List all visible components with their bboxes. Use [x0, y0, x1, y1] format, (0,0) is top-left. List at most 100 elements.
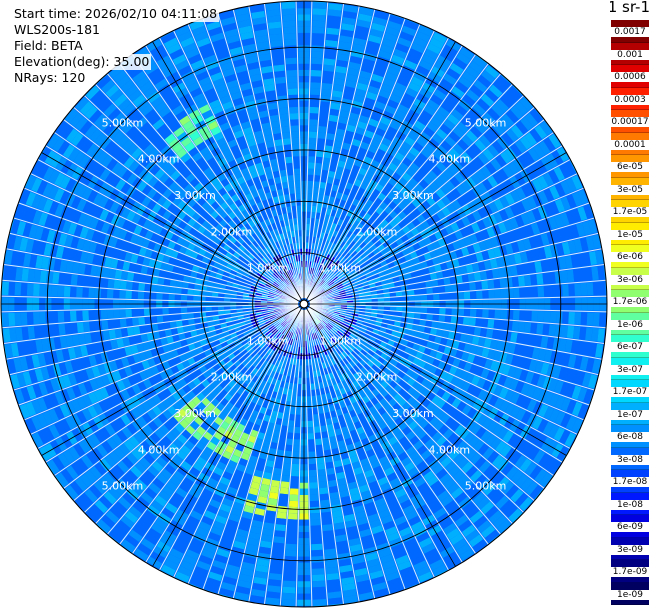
range-gate	[380, 380, 389, 389]
range-gate	[346, 312, 353, 316]
range-gate	[437, 106, 450, 118]
range-gate	[549, 311, 557, 323]
range-gate	[409, 162, 420, 173]
range-gate	[522, 358, 532, 370]
range-gate	[420, 487, 433, 498]
range-gate	[438, 286, 446, 293]
range-gate	[317, 287, 323, 292]
range-gate	[493, 247, 502, 258]
range-gate	[444, 285, 452, 293]
range-gate	[321, 273, 327, 280]
range-gate	[408, 515, 421, 527]
range-gate	[420, 434, 431, 445]
range-gate	[408, 81, 421, 93]
range-gate	[400, 499, 412, 510]
range-gate	[162, 293, 169, 300]
range-gate	[284, 556, 297, 563]
range-gate	[131, 291, 139, 299]
range-gate	[320, 329, 325, 336]
range-gate	[406, 278, 413, 285]
range-gate	[175, 320, 183, 328]
range-gate	[515, 187, 527, 200]
range-gate	[372, 228, 380, 236]
range-gate	[335, 348, 342, 355]
range-gate	[352, 555, 365, 565]
range-gate	[354, 421, 362, 430]
range-gate	[454, 424, 465, 436]
range-gate	[504, 193, 515, 205]
range-gate	[423, 236, 432, 246]
range-gate	[348, 248, 355, 255]
range-gate	[322, 319, 329, 324]
range-gate	[344, 162, 353, 171]
range-gate	[398, 436, 409, 446]
range-gate	[347, 176, 356, 185]
range-gate	[478, 357, 487, 368]
range-gate	[492, 122, 505, 136]
range-gate	[309, 476, 318, 483]
range-gate	[504, 266, 512, 277]
range-gate	[548, 459, 561, 474]
range-gate	[485, 269, 494, 280]
range-gate	[428, 365, 438, 375]
range-gate	[445, 293, 452, 300]
range-gate	[321, 281, 327, 287]
range-gate	[421, 388, 431, 398]
range-gate	[119, 309, 126, 318]
range-gate	[462, 94, 476, 107]
range-gate	[459, 168, 470, 180]
range-gate	[441, 402, 451, 413]
range-gate	[437, 255, 446, 264]
range-gate	[320, 258, 325, 265]
range-gate	[342, 280, 349, 286]
range-gate	[288, 420, 295, 427]
range-gate	[321, 518, 333, 526]
range-gate	[341, 268, 348, 274]
range-gate	[465, 419, 477, 431]
range-gate	[416, 404, 426, 414]
range-gate	[311, 57, 323, 65]
range-gate	[370, 139, 381, 148]
range-gate	[113, 319, 121, 329]
range-gate	[402, 225, 411, 234]
range-gate	[416, 214, 426, 224]
range-gate	[560, 413, 572, 428]
range-gate	[475, 318, 483, 327]
range-gate	[416, 269, 424, 277]
range-gate	[504, 403, 515, 415]
range-gate	[583, 389, 594, 404]
range-gate	[342, 322, 349, 328]
range-gate	[589, 343, 598, 357]
range-gate	[345, 418, 353, 426]
range-gate	[156, 308, 163, 315]
range-gate	[359, 275, 367, 281]
range-gate	[439, 293, 446, 300]
range-gate	[402, 172, 412, 182]
range-gate	[328, 248, 334, 256]
range-gate	[307, 193, 313, 200]
range-gate	[363, 363, 371, 371]
range-gate	[510, 489, 524, 503]
range-gate	[573, 355, 583, 370]
range-gate	[517, 154, 530, 168]
range-gate	[312, 8, 326, 16]
range-gate	[488, 468, 501, 482]
range-gate	[534, 124, 548, 139]
range-gate	[483, 338, 492, 348]
range-gate	[345, 355, 352, 363]
range-gate	[199, 307, 206, 312]
range-gate	[516, 333, 524, 344]
range-gate	[360, 109, 372, 118]
range-gate	[388, 320, 395, 326]
range-gate	[346, 337, 353, 344]
range-gate	[329, 272, 336, 279]
range-gate	[517, 356, 526, 368]
range-gate	[463, 432, 475, 444]
range-gate	[393, 206, 402, 215]
range-gate	[353, 253, 360, 260]
range-gate	[340, 451, 349, 460]
range-gate	[114, 328, 123, 339]
range-gate	[333, 363, 339, 371]
range-gate	[366, 507, 378, 517]
range-gate	[526, 399, 537, 412]
